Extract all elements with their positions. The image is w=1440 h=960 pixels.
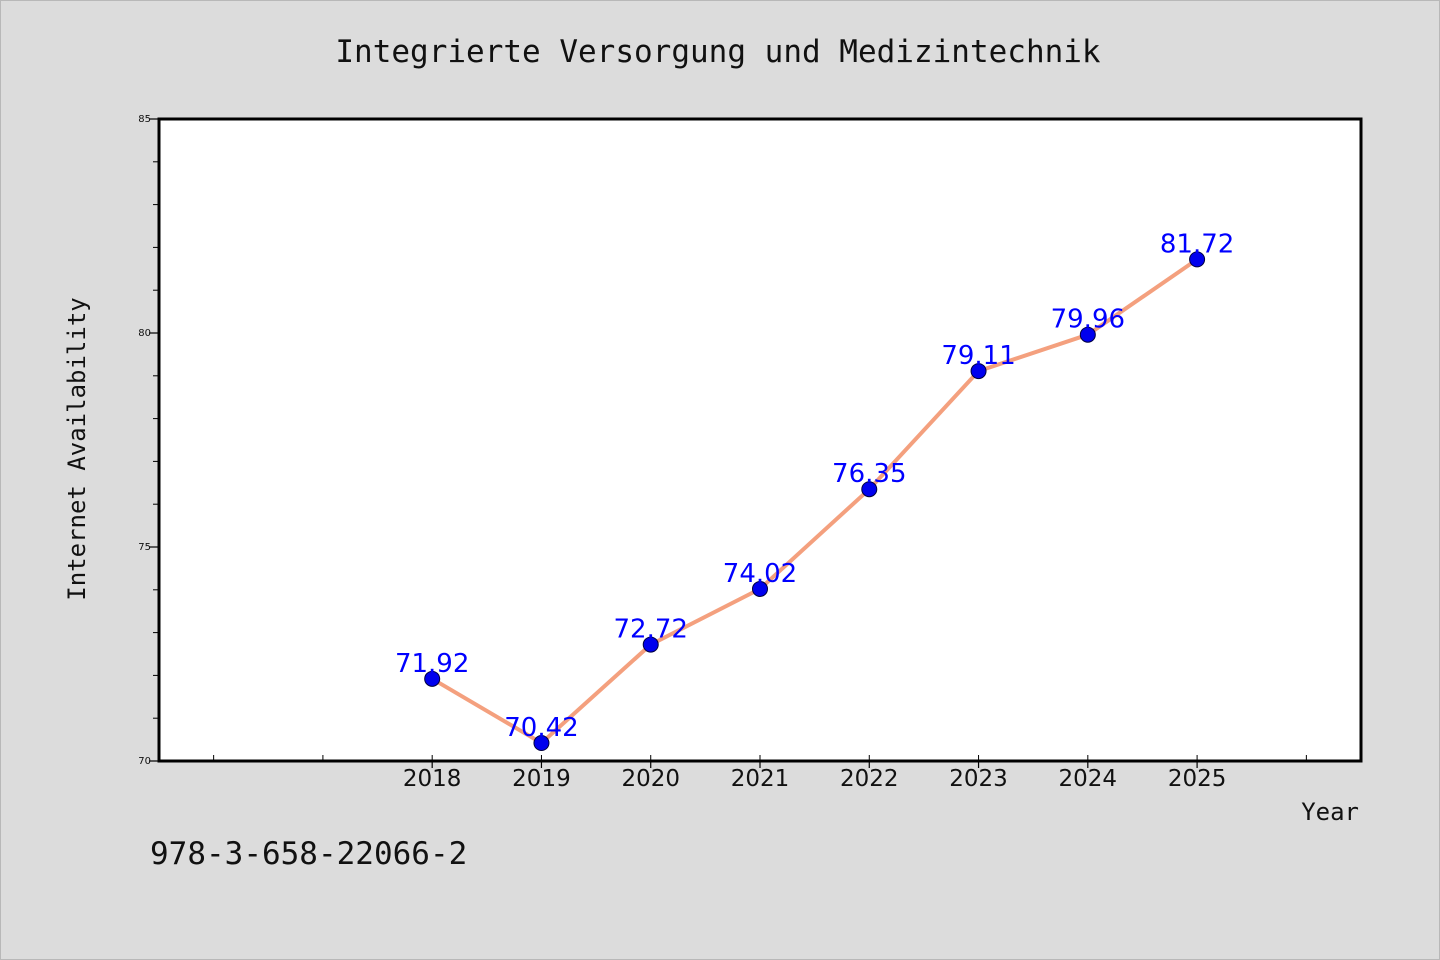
x-tick-label: 2019	[512, 766, 571, 792]
data-point	[642, 636, 659, 653]
y-tick-label: 85	[138, 114, 151, 125]
data-label-layer: 71.92 70.42 72.72 74.02 76.35 79.11 79.96 81.72	[395, 229, 1234, 743]
data-label: 81.72	[1160, 229, 1234, 259]
series-layer	[424, 251, 1206, 752]
x-tick-label: 2022	[840, 766, 899, 792]
y-axis-label: Internet Availability	[63, 297, 91, 600]
data-label: 76.35	[832, 459, 906, 489]
data-point	[970, 363, 987, 380]
data-point	[1079, 326, 1096, 343]
y-axis: 70 75 80 85	[138, 114, 159, 767]
y-tick-label: 80	[138, 328, 151, 339]
data-label: 79.96	[1051, 305, 1125, 335]
x-axis-label: Year	[1301, 798, 1359, 826]
x-tick-label: 2021	[731, 766, 790, 792]
y-tick-label: 75	[138, 542, 151, 553]
plot-border	[157, 117, 1363, 763]
data-label: 74.02	[723, 559, 797, 589]
x-tick-label: 2020	[621, 766, 680, 792]
series-line	[431, 257, 1199, 745]
data-label: 72.72	[614, 615, 688, 645]
data-point	[752, 580, 768, 597]
data-point	[424, 670, 441, 687]
data-label: 79.11	[941, 341, 1015, 371]
data-label: 70.42	[504, 713, 578, 743]
plot-area	[159, 119, 1361, 761]
footer-code: 978-3-658-22066-2	[150, 836, 467, 872]
data-label: 71.92	[395, 649, 469, 679]
x-tick-label: 2024	[1059, 766, 1118, 792]
x-tick-label: 2023	[949, 766, 1008, 792]
y-tick-label: 70	[138, 756, 151, 767]
data-point	[861, 481, 878, 498]
data-point	[1189, 251, 1206, 268]
x-axis: 2018 2019 2020 2021 2022 2023 2024 2025	[213, 755, 1307, 792]
chart-title: Integrierte Versorgung und Medizintechni…	[335, 34, 1101, 70]
x-tick-label: 2018	[403, 766, 462, 792]
data-point	[533, 735, 550, 752]
x-tick-label: 2025	[1168, 766, 1227, 792]
